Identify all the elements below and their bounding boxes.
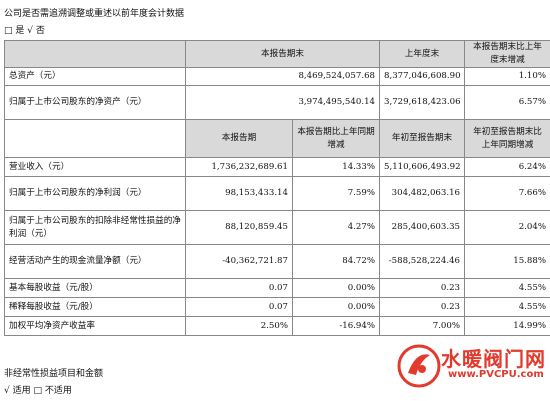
cell-value: -40,362,721.87 xyxy=(185,244,293,279)
cell-value: 304,482,063.16 xyxy=(379,176,466,211)
cell-value: 5,110,606,493.92 xyxy=(379,157,466,177)
cell-value: 4.55% xyxy=(464,297,550,317)
row-label: 经营活动产生的现金流量净额（元） xyxy=(4,244,186,279)
table2-header-row: 本报告期 本报告期比上年同期增减 年初至报告期末 年初至报告期末比上年同期增减 xyxy=(4,119,550,158)
cell-value: 4.27% xyxy=(291,210,381,245)
cell-value: 7.66% xyxy=(464,176,550,211)
table-row: 稀释每股收益（元/股） 0.07 0.00% 0.23 4.55% xyxy=(4,297,550,317)
row-label: 归属于上市公司股东的净利润（元） xyxy=(4,176,186,211)
restatement-question: 公司是否需追溯调整或重述以前年度会计数据 xyxy=(4,9,185,19)
cell-value: 14.99% xyxy=(464,316,550,336)
cell-value: -588,528,224.46 xyxy=(379,244,466,279)
table1-header-prev-year-end: 上年度末 xyxy=(379,40,466,68)
table-row: 归属于上市公司股东的净利润（元） 98,153,433.14 7.59% 304… xyxy=(4,176,550,211)
table1-header-change: 本报告期末比上年度末增减 xyxy=(464,40,550,68)
cell-value: 0.00% xyxy=(291,278,381,298)
table1-header-period-end: 本报告期末 xyxy=(184,40,381,68)
table2-header-ytd-change: 年初至报告期末比上年同期增减 xyxy=(464,119,550,158)
cell-value: 98,153,433.14 xyxy=(185,176,293,211)
cell-value: 8,469,524,057.68 xyxy=(184,67,381,86)
cell-value: 0.07 xyxy=(185,278,293,298)
cell-value: 8,377,046,608.90 xyxy=(379,67,466,86)
table2-header-ytd: 年初至报告期末 xyxy=(379,119,466,158)
non-recurring-items-choice: √ 适用 □ 不适用 xyxy=(4,386,72,396)
table2-header-corner xyxy=(4,119,186,158)
row-label: 基本每股收益（元/股） xyxy=(4,278,186,298)
table-row: 加权平均净资产收益率 2.50% -16.94% 7.00% 14.99% xyxy=(4,316,550,336)
cell-value: 0.07 xyxy=(185,297,293,317)
cell-value: 2.04% xyxy=(464,210,550,245)
cell-value: 7.00% xyxy=(379,316,466,336)
watermark-text: 水暖阀门网 xyxy=(441,347,546,371)
cell-value: 88,120,859.45 xyxy=(185,210,293,245)
cell-value: 84.72% xyxy=(291,244,381,279)
row-label: 加权平均净资产收益率 xyxy=(4,316,186,336)
site-watermark: 水暖阀门网 www.PVCPU.com xyxy=(396,341,546,391)
restatement-choice: □ 是 √ 否 xyxy=(4,26,45,36)
table-row: 营业收入（元） 1,736,232,689.61 14.33% 5,110,60… xyxy=(4,157,550,177)
table-row: 经营活动产生的现金流量净额（元） -40,362,721.87 84.72% -… xyxy=(4,244,550,279)
table1-header-row: 本报告期末 上年度末 本报告期末比上年度末增减 xyxy=(4,40,550,68)
table-row: 归属于上市公司股东的净资产（元） 3,974,495,540.14 3,729,… xyxy=(4,85,550,120)
cell-value: 3,974,495,540.14 xyxy=(184,85,381,120)
cell-value: 1,736,232,689.61 xyxy=(185,157,293,177)
cell-value: 2.50% xyxy=(185,316,293,336)
table2-header-period: 本报告期 xyxy=(185,119,293,158)
cell-value: 15.88% xyxy=(464,244,550,279)
cell-value: 0.23 xyxy=(379,278,466,298)
row-label: 归属于上市公司股东的净资产（元） xyxy=(4,85,186,120)
table1-header-corner xyxy=(4,40,186,68)
cell-value: 1.10% xyxy=(464,67,550,86)
cell-value: 3,729,618,423.06 xyxy=(379,85,466,120)
cell-value: -16.94% xyxy=(291,316,381,336)
financial-data-table: 本报告期末 上年度末 本报告期末比上年度末增减 总资产（元） 8,469,524… xyxy=(4,40,550,336)
cell-value: 14.33% xyxy=(291,157,381,177)
table-row: 归属于上市公司股东的扣除非经常性损益的净利润（元） 88,120,859.45 … xyxy=(4,210,550,245)
cell-value: 7.59% xyxy=(291,176,381,211)
cell-value: 0.23 xyxy=(379,297,466,317)
table2-header-period-change: 本报告期比上年同期增减 xyxy=(291,119,381,158)
watermark-url: www.PVCPU.com xyxy=(448,369,544,380)
row-label: 总资产（元） xyxy=(4,67,186,86)
cell-value: 4.55% xyxy=(464,278,550,298)
row-label: 归属于上市公司股东的扣除非经常性损益的净利润（元） xyxy=(4,210,186,245)
cell-value: 0.00% xyxy=(291,297,381,317)
table-row: 总资产（元） 8,469,524,057.68 8,377,046,608.90… xyxy=(4,67,550,86)
cell-value: 6.24% xyxy=(464,157,550,177)
non-recurring-items-note: 非经常性损益项目和金额 xyxy=(4,369,104,379)
cell-value: 6.57% xyxy=(464,85,550,120)
row-label: 营业收入（元） xyxy=(4,157,186,177)
table-row: 基本每股收益（元/股） 0.07 0.00% 0.23 4.55% xyxy=(4,278,550,298)
row-label: 稀释每股收益（元/股） xyxy=(4,297,186,317)
watermark-logo-icon xyxy=(397,344,441,388)
cell-value: 285,400,603.35 xyxy=(379,210,466,245)
